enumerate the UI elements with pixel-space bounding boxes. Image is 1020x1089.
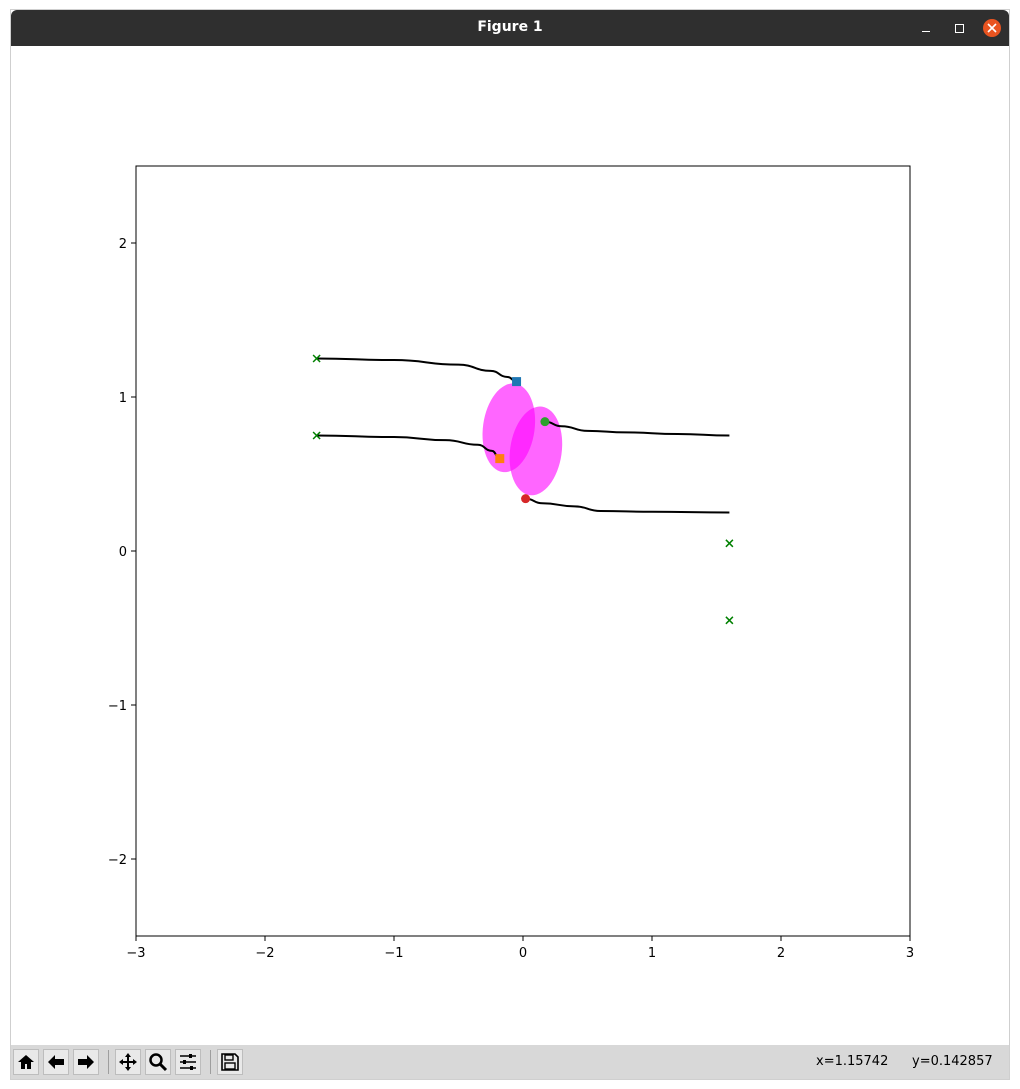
minimize-icon: [922, 30, 930, 32]
save-button[interactable]: [217, 1049, 243, 1075]
uncertainty-ellipses: [482, 383, 563, 496]
goal-markers: [312, 354, 734, 625]
back-button[interactable]: [43, 1049, 69, 1075]
y-tick-label: 2: [119, 237, 127, 252]
window-title: Figure 1: [477, 19, 543, 35]
uncertainty-ellipse: [509, 406, 563, 496]
home-button[interactable]: [13, 1049, 39, 1075]
x-tick-label: 2: [777, 946, 785, 961]
x-coordinate-readout: x=1.15742: [816, 1054, 889, 1069]
home-icon: [18, 1055, 34, 1069]
title-bar[interactable]: Figure 1: [11, 10, 1009, 46]
trajectory-line: [316, 434, 501, 460]
goal-marker: [725, 616, 734, 625]
agent-marker: [495, 454, 505, 464]
figure-window: Figure 1 −3 −2 −1 0 1 2 3 −2 −1 0 1 2: [10, 9, 1010, 1080]
x-tick-label: −2: [255, 946, 274, 961]
x-tick-label: 1: [648, 946, 656, 961]
maximize-button[interactable]: [948, 17, 970, 39]
axis-ticks: −3 −2 −1 0 1 2 3 −2 −1 0 1 2: [108, 237, 914, 961]
forward-arrow-icon: [78, 1055, 94, 1069]
figure-canvas[interactable]: −3 −2 −1 0 1 2 3 −2 −1 0 1 2: [11, 46, 1009, 1045]
y-tick-label: −2: [108, 853, 127, 868]
agent-markers: [495, 377, 550, 504]
x-tick-label: 3: [906, 946, 914, 961]
goal-marker: [725, 539, 734, 548]
y-tick-label: 1: [119, 391, 127, 406]
close-button[interactable]: [981, 17, 1003, 39]
configure-subplots-icon: [180, 1054, 196, 1070]
x-tick-label: 0: [519, 946, 527, 961]
save-icon: [221, 1053, 239, 1071]
maximize-icon: [954, 23, 964, 33]
trajectory-line: [316, 357, 517, 383]
y-tick-label: −1: [108, 699, 127, 714]
minimize-button[interactable]: [915, 17, 937, 39]
zoom-icon: [149, 1053, 168, 1072]
agent-marker: [521, 494, 531, 504]
goal-marker: [312, 354, 321, 363]
trajectories: [316, 357, 730, 514]
trajectory-line: [544, 420, 730, 437]
back-arrow-icon: [48, 1055, 64, 1069]
goal-marker: [312, 431, 321, 440]
toolbar-separator: [108, 1050, 109, 1074]
axes-frame: [135, 165, 911, 937]
agent-marker: [540, 417, 550, 427]
pan-icon: [119, 1053, 137, 1071]
y-coordinate-readout: y=0.142857: [912, 1054, 993, 1069]
x-tick-label: −3: [126, 946, 145, 961]
plot-svg: −3 −2 −1 0 1 2 3 −2 −1 0 1 2: [108, 165, 914, 961]
navigation-toolbar: x=1.15742 y=0.142857: [11, 1045, 1009, 1079]
y-tick-label: 0: [119, 545, 127, 560]
trajectory-line: [525, 497, 730, 514]
zoom-button[interactable]: [145, 1049, 171, 1075]
close-icon: [983, 19, 1001, 37]
forward-button[interactable]: [73, 1049, 99, 1075]
x-tick-label: −1: [384, 946, 403, 961]
agent-marker: [512, 377, 522, 387]
toolbar-separator: [210, 1050, 211, 1074]
pan-button[interactable]: [115, 1049, 141, 1075]
configure-subplots-button[interactable]: [175, 1049, 201, 1075]
